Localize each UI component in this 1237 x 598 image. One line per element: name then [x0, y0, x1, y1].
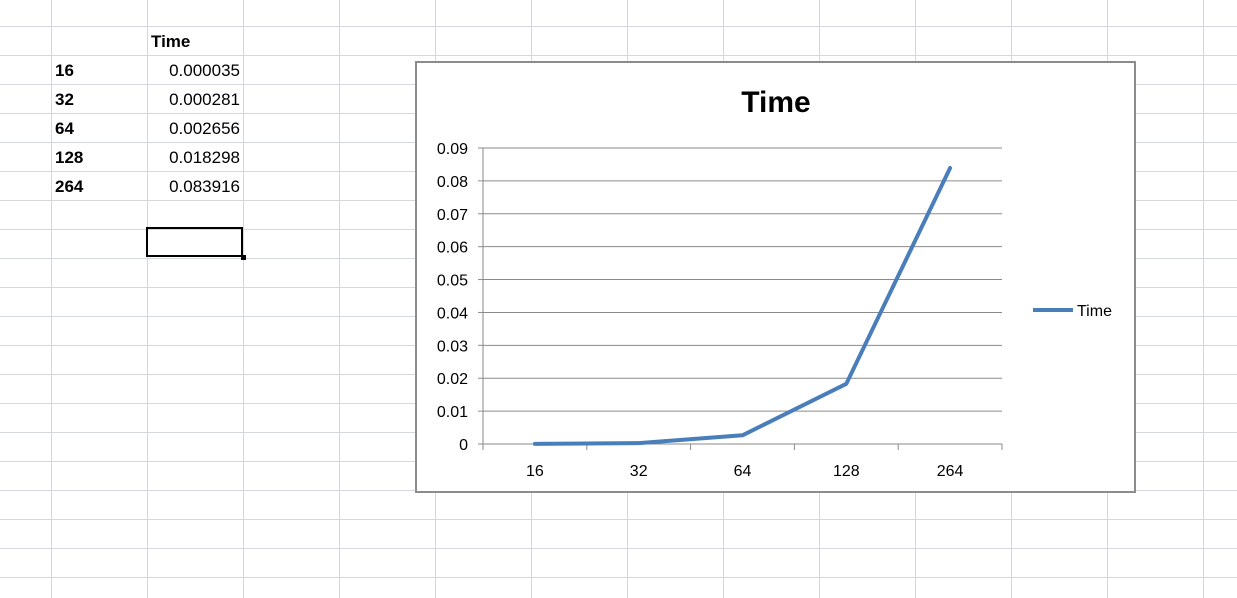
cell-time[interactable]: 0.083916	[169, 177, 240, 196]
column-gridline	[51, 0, 52, 598]
fill-handle[interactable]	[241, 255, 246, 260]
column-gridline	[339, 0, 340, 598]
y-tick-label: 0.09	[437, 141, 468, 158]
column-header-time[interactable]: Time	[151, 32, 191, 51]
cell-time[interactable]: 0.002656	[169, 119, 240, 138]
row-gridline	[0, 577, 1237, 578]
y-tick-label: 0.03	[437, 338, 468, 355]
y-tick-label: 0.04	[437, 305, 468, 322]
column-gridline	[1203, 0, 1204, 598]
row-gridline	[0, 519, 1237, 520]
x-tick-label: 16	[526, 463, 544, 480]
chart-canvas: Time 0 0.01 0.02 0.03 0.04 0.05 0.06 0.07 0.08 0.0…	[437, 86, 1112, 480]
cell-time[interactable]: 0.000281	[169, 90, 240, 109]
y-tick-label: 0.07	[437, 207, 468, 224]
row-gridline	[0, 26, 1237, 27]
legend-label: Time	[1077, 303, 1112, 320]
y-tick-label: 0.01	[437, 404, 468, 421]
row-gridline	[0, 55, 1237, 56]
x-tick-label: 264	[937, 463, 964, 480]
y-tick-label: 0.02	[437, 371, 468, 388]
line-chart[interactable]: Time 0 0.01 0.02 0.03 0.04 0.05 0.06 0.07 0.08 0.0…	[415, 61, 1136, 493]
cell-size[interactable]: 128	[55, 148, 84, 167]
y-tick-label: 0.05	[437, 273, 468, 290]
column-gridline	[243, 0, 244, 598]
chart-title: Time	[741, 86, 810, 119]
y-tick-label: 0.08	[437, 174, 468, 191]
active-cell-selection[interactable]	[146, 227, 243, 257]
cell-size[interactable]: 64	[55, 119, 74, 138]
cell-size[interactable]: 264	[55, 177, 84, 196]
cell-size[interactable]: 32	[55, 90, 74, 109]
row-gridline	[0, 548, 1237, 549]
x-tick-label: 64	[734, 463, 752, 480]
y-tick-label: 0.06	[437, 240, 468, 257]
x-tick-label: 32	[630, 463, 648, 480]
cell-time[interactable]: 0.018298	[169, 148, 240, 167]
cell-time[interactable]: 0.000035	[169, 61, 240, 80]
cell-size[interactable]: 16	[55, 61, 74, 80]
series-line-time	[532, 166, 953, 446]
y-tick-label: 0	[459, 437, 468, 454]
column-gridline	[147, 0, 148, 598]
x-tick-label: 128	[833, 463, 860, 480]
